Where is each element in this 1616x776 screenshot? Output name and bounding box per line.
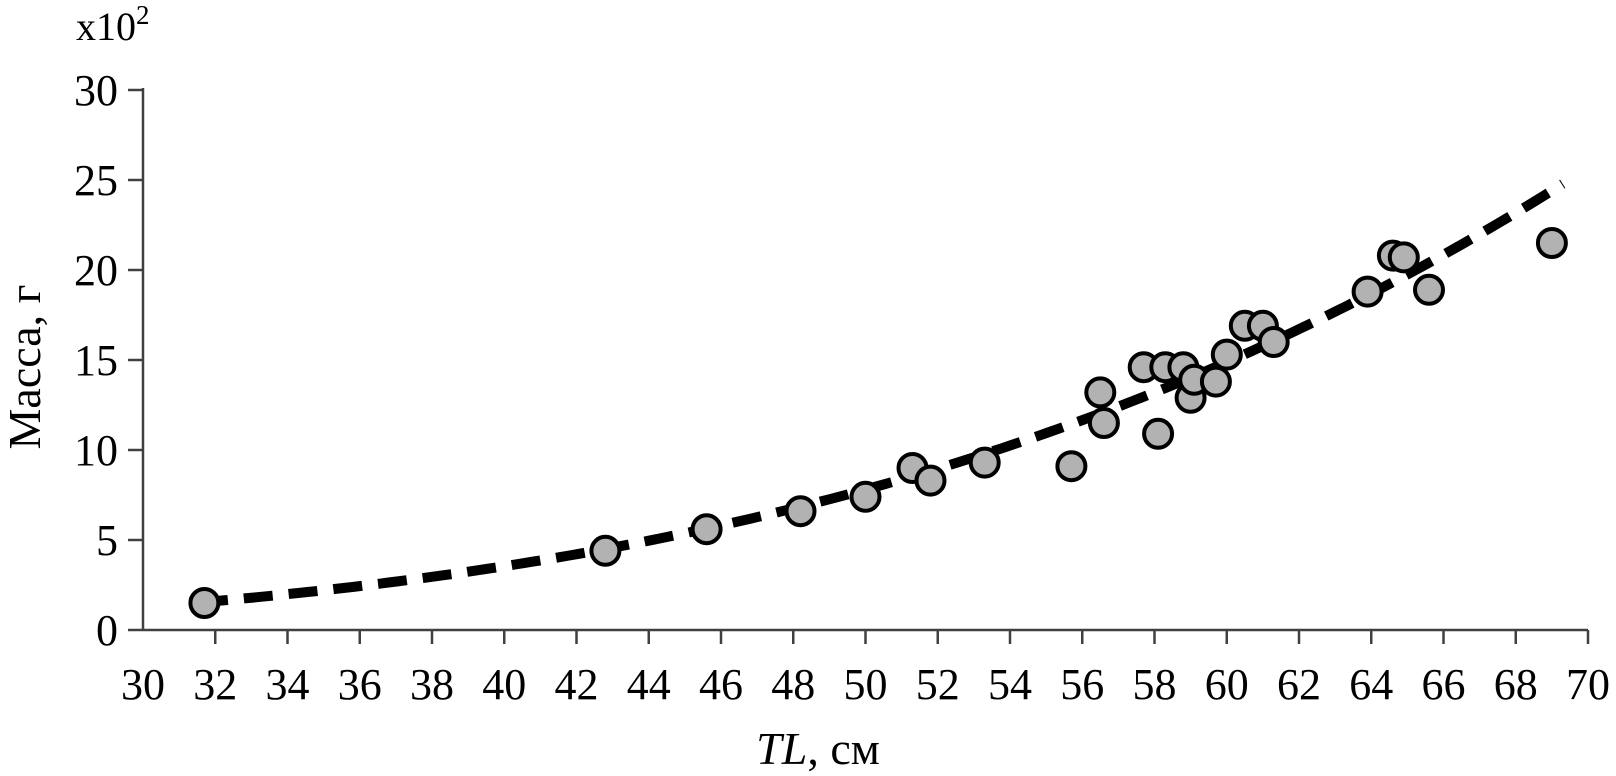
y-tick-label: 10 [74, 426, 118, 475]
data-point [1257, 326, 1290, 358]
x-tick-label: 36 [338, 660, 382, 709]
data-points-layer [188, 227, 1568, 619]
axes-layer: 30 32 34 36 38 40 42 44 46 48 50 52 54 56 58 60 62 64 66 68… [74, 66, 1610, 709]
x-tick-label: 64 [1349, 660, 1393, 709]
x-tick-label: 60 [1205, 660, 1249, 709]
trend-line [198, 179, 1566, 608]
data-point [1055, 450, 1088, 483]
y-tick-label: 0 [96, 606, 118, 655]
x-tick-label: 54 [988, 660, 1032, 709]
trendline-layer [198, 179, 1566, 608]
x-tick-label: 38 [410, 660, 454, 709]
x-tick-label: 46 [699, 660, 743, 709]
data-point [849, 480, 882, 513]
data-point [188, 587, 221, 619]
data-point [968, 446, 1001, 479]
x-tick-label: 30 [121, 660, 165, 709]
y-tick-label: 5 [96, 516, 118, 565]
y-tick-label: 20 [74, 246, 118, 295]
y-tick-label: 30 [74, 66, 118, 115]
data-point [1199, 365, 1232, 398]
y-axis-title: Масса, г [0, 285, 50, 450]
data-point [784, 495, 817, 528]
data-point [1087, 407, 1120, 439]
x-tick-label: 58 [1133, 660, 1177, 709]
x-tick-label: 44 [627, 660, 671, 709]
data-point [914, 464, 947, 497]
data-point [1210, 338, 1243, 371]
x-tick-label: 70 [1566, 660, 1610, 709]
x-tick-label: 50 [844, 660, 888, 709]
y-axis-multiplier: x102 [76, 0, 150, 49]
x-tick-label: 66 [1422, 660, 1466, 709]
data-point [690, 513, 723, 546]
data-point [589, 534, 622, 567]
y-tick-label: 15 [74, 336, 118, 385]
x-tick-label: 32 [193, 660, 237, 709]
x-tick-label: 40 [482, 660, 526, 709]
data-point [1387, 241, 1420, 274]
x-tick-label: 56 [1060, 660, 1104, 709]
x-tick-label: 62 [1277, 660, 1321, 709]
x-tick-label: 48 [771, 660, 815, 709]
data-point [1535, 227, 1568, 259]
x-tick-label: 34 [266, 660, 310, 709]
x-tick-label: 68 [1494, 660, 1538, 709]
x-tick-label: 42 [555, 660, 599, 709]
data-point [1413, 273, 1445, 306]
data-point [1084, 376, 1117, 409]
y-tick-label: 25 [74, 156, 118, 205]
x-tick-label: 52 [916, 660, 960, 709]
data-point [1142, 417, 1175, 450]
x-axis-title: TL, см [756, 723, 880, 774]
data-point [1351, 275, 1384, 308]
